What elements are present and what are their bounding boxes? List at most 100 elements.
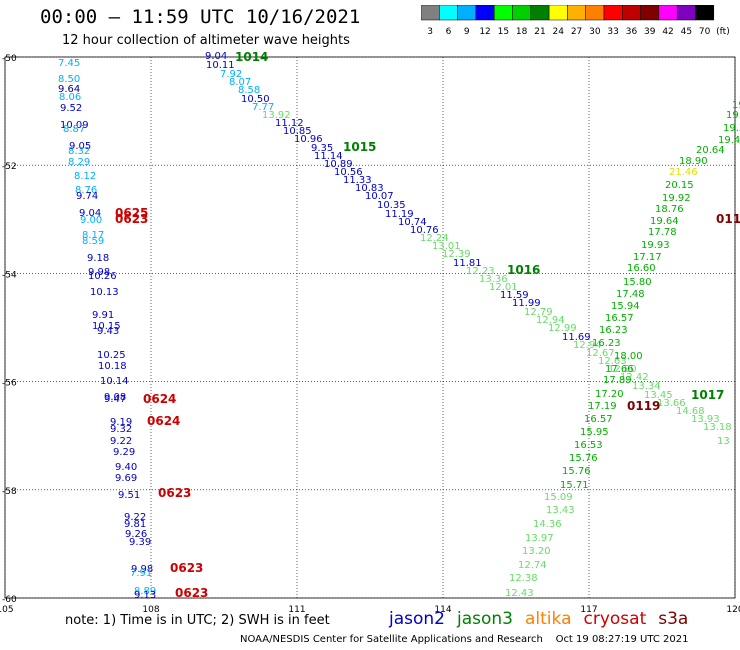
- swh-value: 9.22: [110, 436, 132, 447]
- footer-note: note: 1) Time is in UTC; 2) SWH is in fe…: [65, 613, 330, 628]
- colorbar-label: 18: [516, 27, 528, 37]
- footer-credit: NOAA/NESDIS Center for Satellite Applica…: [240, 634, 689, 645]
- swh-value: 16.23: [592, 338, 621, 349]
- swh-value: 21.46: [669, 167, 698, 178]
- swh-value: 12.94: [536, 315, 565, 326]
- time-label: 1016: [507, 263, 540, 277]
- y-tick-label: -58: [2, 487, 17, 497]
- swh-value: 11.69: [562, 332, 591, 343]
- swh-value: 12.42: [620, 372, 649, 383]
- swh-value: 15.94: [611, 301, 640, 312]
- colorbar-label: 36: [626, 27, 638, 37]
- colorbar-label: 9: [464, 27, 470, 37]
- satellite-legend-item: cryosat: [583, 609, 647, 629]
- swh-value: 9.32: [110, 424, 132, 435]
- swh-value: 13: [717, 436, 730, 447]
- colorbar-label: 3: [427, 27, 433, 37]
- time-label: 0623: [158, 486, 191, 500]
- swh-value: 9.98: [131, 564, 153, 575]
- x-tick-label: 108: [142, 605, 159, 615]
- colorbar-label: 21: [534, 27, 545, 37]
- swh-value: 13.93: [691, 414, 720, 425]
- swh-value: 19.3: [723, 123, 740, 134]
- swh-value: 16.57: [605, 313, 634, 324]
- swh-value: 10.26: [88, 271, 117, 282]
- colorbar-label: (ft): [716, 27, 730, 37]
- x-tick-label: 114: [434, 605, 451, 615]
- x-tick-label: 111: [288, 605, 305, 615]
- swh-value: 19.92: [662, 193, 691, 204]
- swh-value: 10.76: [410, 225, 439, 236]
- swh-value: 19: [732, 100, 740, 111]
- satellite-legend-item: s3a: [658, 609, 689, 629]
- time-label: 0624: [147, 414, 180, 428]
- swh-value: 8.07: [229, 77, 251, 88]
- swh-value: 9.05: [69, 141, 91, 152]
- swh-value: 9.91: [92, 310, 114, 321]
- swh-value: 9.22: [124, 512, 146, 523]
- swh-value: 10.74: [398, 217, 427, 228]
- swh-value: 12.38: [509, 573, 538, 584]
- x-tick-label: 105: [0, 605, 14, 615]
- chart-subtitle: 12 hour collection of altimeter wave hei…: [62, 33, 350, 48]
- swh-value: 8.29: [68, 157, 90, 168]
- swh-value: 8.32: [68, 146, 90, 157]
- time-label: 0625: [115, 206, 148, 220]
- satellite-legend-item: jason2: [389, 609, 445, 629]
- colorbar-swatch: [695, 5, 715, 21]
- swh-value: 10.09: [60, 120, 89, 131]
- swh-value: 9.52: [60, 103, 82, 114]
- colorbar-label: 33: [607, 27, 618, 37]
- y-tick-label: -52: [2, 162, 17, 172]
- x-tick-label: 117: [580, 605, 597, 615]
- swh-value: 10.83: [355, 183, 384, 194]
- swh-value: 12.01: [489, 282, 518, 293]
- time-label: 0623: [115, 212, 148, 226]
- swh-value: 17.19: [588, 401, 617, 412]
- time-label: 0623: [175, 586, 208, 600]
- time-label: 1014: [235, 50, 268, 64]
- swh-value: 10.07: [365, 191, 394, 202]
- time-label: 0119: [627, 399, 660, 413]
- swh-value: 9.39: [129, 537, 151, 548]
- chart-title: 00:00 – 11:59 UTC 10/16/2021: [40, 6, 361, 28]
- swh-value: 8.17: [82, 230, 104, 241]
- swh-value: 9.08: [104, 392, 126, 403]
- swh-value: 9.00: [80, 215, 102, 226]
- swh-value: 15.76: [562, 466, 591, 477]
- swh-value: 14.68: [676, 406, 705, 417]
- swh-value: 15.71: [560, 480, 589, 491]
- swh-value: 14.36: [533, 519, 562, 530]
- swh-value: 19.4: [718, 135, 740, 146]
- swh-value: 12.23: [466, 266, 495, 277]
- colorbar-label: 27: [571, 27, 582, 37]
- swh-value: 18.00: [614, 351, 643, 362]
- swh-value: 10.50: [241, 94, 270, 105]
- swh-value: 12.79: [524, 307, 553, 318]
- swh-value: 11.19: [385, 209, 414, 220]
- swh-value: 20.15: [665, 180, 694, 191]
- swh-value: 19.64: [650, 216, 679, 227]
- time-label: 0623: [170, 561, 203, 575]
- swh-value: 10.11: [206, 60, 235, 71]
- colorbar-label: 45: [681, 27, 692, 37]
- swh-value: 12.63: [598, 356, 627, 367]
- swh-value: 15.76: [569, 453, 598, 464]
- satellite-legend: jason2 jason3 altika cryosat s3a: [389, 609, 700, 629]
- swh-value: 16.53: [574, 440, 603, 451]
- x-tick-label: 120: [726, 605, 740, 615]
- y-tick-label: -56: [2, 379, 17, 389]
- swh-value: 16.60: [627, 263, 656, 274]
- swh-value: 11.33: [343, 175, 372, 186]
- swh-value: 8.87: [63, 124, 85, 135]
- swh-value: 9.26: [125, 529, 147, 540]
- swh-value: 13.66: [657, 398, 686, 409]
- colorbar-label: 30: [589, 27, 601, 37]
- swh-value: 10.14: [100, 376, 129, 387]
- swh-value: 15.95: [580, 427, 609, 438]
- colorbar-label: 42: [662, 27, 673, 37]
- colorbar-label: 12: [479, 27, 490, 37]
- swh-value: 18.76: [655, 204, 684, 215]
- swh-value: 9.18: [87, 253, 109, 264]
- swh-value: 17.17: [633, 252, 662, 263]
